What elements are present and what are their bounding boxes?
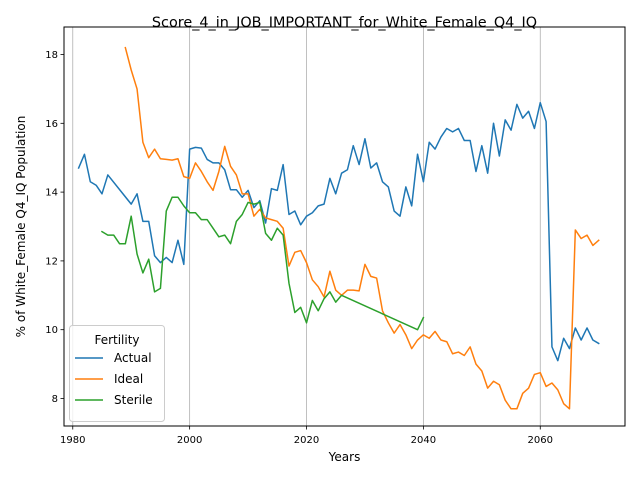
x-axis-label: Years bbox=[328, 450, 361, 464]
series-lines bbox=[77, 46, 600, 410]
legend-box bbox=[69, 325, 165, 422]
legend: Fertility Actual Ideal Sterile bbox=[69, 325, 165, 422]
y-tick-label-12: 12 bbox=[45, 256, 58, 267]
chart-title: Score_4_in_JOB_IMPORTANT_for_White_Femal… bbox=[152, 15, 537, 31]
y-tick-label-18: 18 bbox=[45, 50, 58, 61]
legend-label-ideal: Ideal bbox=[114, 372, 143, 386]
series-line-ideal bbox=[124, 46, 600, 410]
series-line-actual bbox=[77, 101, 600, 362]
y-tick-label-10: 10 bbox=[45, 325, 58, 336]
legend-entries: Actual Ideal Sterile bbox=[75, 351, 153, 407]
y-axis-label: % of White_Female Q4_IQ Population bbox=[14, 116, 28, 338]
x-tick-label-2000: 2000 bbox=[177, 435, 202, 446]
y-tick-label-8: 8 bbox=[52, 394, 58, 405]
x-tick-label-2040: 2040 bbox=[411, 435, 436, 446]
x-tick-label-1980: 1980 bbox=[60, 435, 85, 446]
legend-title: Fertility bbox=[94, 333, 139, 347]
y-tick-label-14: 14 bbox=[45, 188, 58, 199]
y-tick-label-16: 16 bbox=[45, 119, 58, 130]
axis-ticks: 1980 2000 2020 2040 2060 8 10 12 14 16 18 bbox=[45, 50, 553, 446]
plot-frame bbox=[63, 26, 626, 427]
legend-label-actual: Actual bbox=[114, 351, 152, 365]
series-line-sterile bbox=[100, 196, 425, 331]
x-tick-label-2060: 2060 bbox=[528, 435, 553, 446]
x-tick-label-2020: 2020 bbox=[294, 435, 319, 446]
legend-label-sterile: Sterile bbox=[114, 393, 153, 407]
